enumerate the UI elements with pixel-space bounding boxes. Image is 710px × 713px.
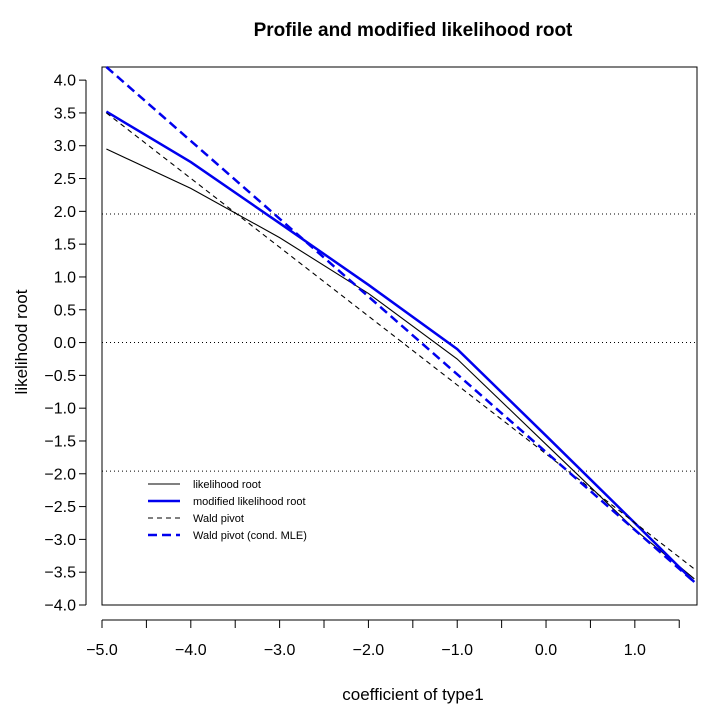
series-line-0 — [106, 148, 695, 580]
y-tick-label: −1.0 — [44, 401, 76, 418]
y-tick-label: 3.0 — [54, 138, 76, 155]
plot-area — [101, 66, 698, 606]
y-tick-label: −3.5 — [44, 565, 76, 582]
series-line-2 — [106, 112, 695, 570]
y-tick-label: 4.0 — [54, 73, 76, 90]
y-tick-label: −2.5 — [44, 499, 76, 516]
x-axis: −5.0 −4.0 −3.0 −2.0 −1.0 0.0 1.0 — [86, 619, 680, 659]
legend-label-0: likelihood root — [193, 479, 261, 491]
legend-label-3: Wald pivot (cond. MLE) — [193, 530, 307, 542]
y-tick-label: −2.0 — [44, 466, 76, 483]
reference-lines — [102, 213, 697, 472]
x-tick-label: −2.0 — [353, 642, 385, 659]
y-tick-label: 0.0 — [54, 335, 76, 352]
y-tick-label: 1.5 — [54, 237, 76, 254]
legend: likelihood root modified likelihood root W… — [148, 479, 307, 542]
series-line-1 — [105, 110, 696, 583]
series-layer — [105, 66, 696, 583]
y-tick-label: −4.0 — [44, 598, 76, 615]
y-tick-label: −3.0 — [44, 532, 76, 549]
series-line-3 — [105, 66, 696, 583]
plot-frame — [101, 66, 698, 606]
x-axis-label: coefficient of type1 — [342, 685, 483, 704]
y-tick-label: 0.5 — [54, 302, 76, 319]
y-tick-label: −0.5 — [44, 368, 76, 385]
y-axis-label: likelihood root — [12, 289, 31, 394]
y-axis: −4.0 −3.5 −3.0 −2.5 −2.0 −1.5 −1.0 −0.5 0.0 0.5 1.… — [44, 73, 87, 615]
y-tick-label: −1.5 — [44, 433, 76, 450]
x-tick-label: 1.0 — [624, 642, 646, 659]
x-tick-label: −5.0 — [86, 642, 118, 659]
x-tick-label: −4.0 — [175, 642, 207, 659]
y-tick-label: 2.5 — [54, 171, 76, 188]
y-tick-label: 2.0 — [54, 204, 76, 221]
x-tick-label: −1.0 — [441, 642, 473, 659]
legend-label-1: modified likelihood root — [193, 496, 306, 508]
y-tick-label: 3.5 — [54, 105, 76, 122]
x-tick-label: 0.0 — [535, 642, 557, 659]
y-tick-label: 1.0 — [54, 269, 76, 286]
x-tick-label: −3.0 — [264, 642, 296, 659]
legend-label-2: Wald pivot — [193, 513, 244, 525]
chart-title: Profile and modified likelihood root — [254, 20, 573, 41]
